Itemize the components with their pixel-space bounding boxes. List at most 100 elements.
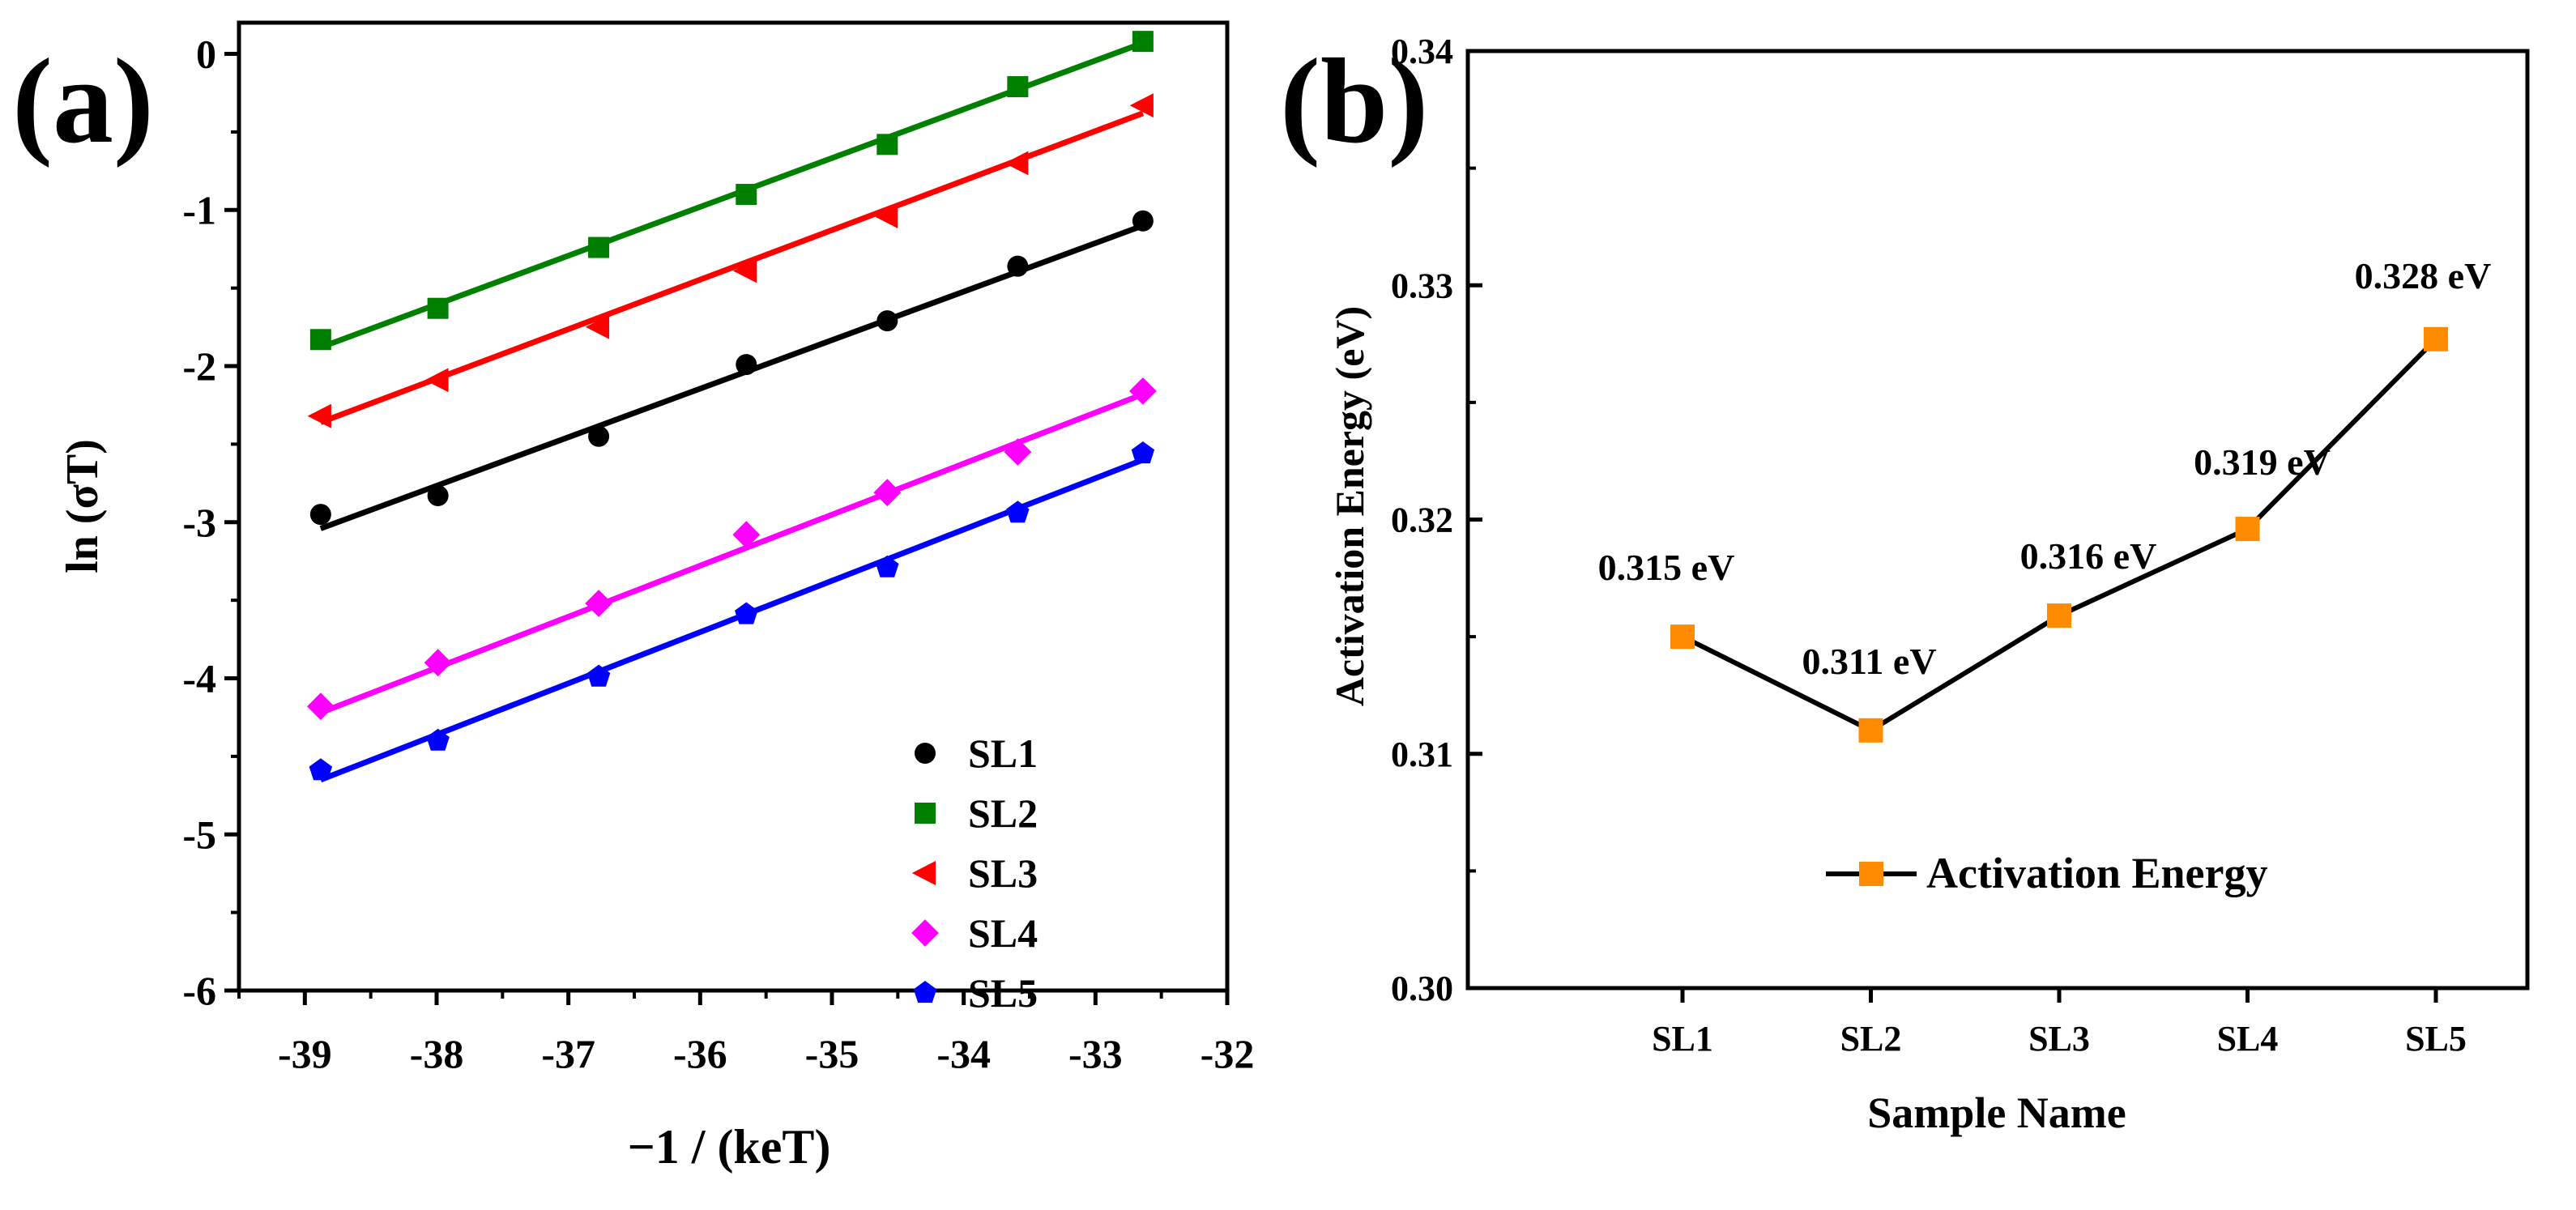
data-point-sl2 [309,329,331,351]
data-point-sl2 [1007,76,1029,98]
panel-b-legend: Activation Energy [1826,849,2267,897]
y-tick-label: -4 [182,656,216,701]
data-point-sl5 [876,555,899,577]
data-point-sl1 [876,310,898,332]
legend-label-sl1: SL1 [968,731,1038,776]
panel-b-y-axis-title: Activation Energy (eV) [1327,306,1372,706]
fit-line-sl1 [319,223,1145,531]
data-label-sl4: 0.319 eV [2194,441,2331,483]
data-point-sl1 [1132,210,1154,232]
activation-energy-point [2235,517,2260,542]
data-point-sl5 [586,664,611,687]
fit-line-sl5 [319,457,1145,783]
fit-line-sl2 [319,40,1145,351]
y-tick-label: 0.32 [1391,501,1453,540]
x-tick-label-sl4: SL4 [2217,1019,2279,1059]
data-point-sl3 [874,204,898,228]
legend-marker-sl4 [911,919,939,947]
data-point-sl1 [427,485,449,507]
legend-label: Activation Energy [1926,849,2267,897]
panel-b-series: 0.315 eV 0.311 eV 0.316 eV 0.319 eV 0.328 eV [1598,255,2492,743]
x-tick-label-sl1: SL1 [1652,1019,1713,1059]
data-point-sl1 [1007,255,1029,277]
data-point-sl2 [1132,31,1154,53]
legend-label-sl3: SL3 [968,850,1038,896]
data-label-sl2: 0.311 eV [1802,641,1936,682]
data-point-sl4 [585,590,612,617]
data-point-sl2 [876,134,898,156]
legend-marker-sl2 [915,803,936,824]
data-label-sl5: 0.328 eV [2355,255,2492,296]
data-point-sl4 [732,521,761,549]
legend-label-sl4: SL4 [968,910,1038,956]
data-point-sl4 [424,649,452,677]
data-point-sl5 [1131,441,1155,464]
x-tick-label-sl5: SL5 [2405,1019,2467,1059]
x-tick-label-sl2: SL2 [1840,1019,1902,1059]
legend-marker [1859,862,1883,886]
panel-a-data-points [307,31,1157,781]
y-tick-label: -1 [182,187,216,232]
data-point-sl3 [307,403,331,428]
panel-a-y-axis-title: ln (σT) [58,439,108,573]
data-point-sl1 [736,354,757,376]
data-point-sl1 [588,425,610,447]
data-point-sl4 [873,479,902,507]
panel-a-fit-lines [319,40,1145,783]
data-point-sl5 [426,728,450,751]
panel-b-plot-frame [1465,49,2530,991]
legend-label-sl2: SL2 [968,790,1038,836]
data-label-sl1: 0.315 eV [1598,547,1735,588]
x-tick-label: -39 [278,1031,332,1076]
panel-a: (a) -39 -38 -37 -36 -35 -34 -33 -320-1-2-3-4-5-… [12,20,1254,1174]
legend-marker-sl1 [915,743,936,764]
data-point-sl4 [307,692,335,721]
data-point-sl3 [1004,151,1029,176]
panel-a-label: (a) [12,34,154,168]
legend-label-sl5: SL5 [968,970,1038,1016]
data-point-sl4 [1129,377,1157,405]
legend-marker-sl5 [913,981,937,1003]
y-tick-label: 0.30 [1391,969,1453,1008]
activation-energy-point [2047,603,2071,628]
x-tick-label: -32 [1201,1031,1255,1076]
x-tick-label-sl3: SL3 [2028,1019,2090,1059]
fit-line-sl3 [319,110,1145,425]
x-tick-label: -37 [541,1031,595,1076]
x-tick-label: -35 [805,1031,859,1076]
y-tick-label: 0 [196,32,216,77]
x-tick-label: -38 [410,1031,464,1076]
data-point-sl3 [1129,93,1154,118]
panel-b-label: (b) [1280,34,1428,168]
x-tick-label: -33 [1068,1031,1123,1076]
data-label-sl3: 0.316 eV [2020,535,2157,577]
y-tick-label: 0.34 [1391,32,1453,71]
x-tick-label: -34 [936,1031,991,1076]
activation-energy-point [1670,624,1695,650]
data-point-sl1 [309,504,331,526]
activation-energy-point [1858,718,1883,743]
y-tick-label: 0.31 [1391,735,1453,774]
data-point-sl3 [424,368,449,393]
legend-marker-sl3 [911,861,936,885]
activation-energy-point [2424,326,2448,351]
panel-a-ticks: -39 -38 -37 -36 -35 -34 -33 -32 0 -1 -2 -3 -4 -5 -6 [182,32,1254,1076]
data-point-sl4 [1004,438,1032,466]
panel-a-legend: SL1 SL2 SL3 SL4 SL5 [911,731,1038,1016]
data-point-sl2 [736,184,757,206]
panel-a-x-axis-title: −1 / (keT) [628,1120,831,1174]
panel-a-plot-frame [237,20,1230,993]
y-tick-label: -3 [182,500,216,545]
data-point-sl3 [585,314,610,339]
data-point-sl5 [309,758,333,781]
y-tick-label: -5 [182,812,216,857]
y-tick-label: -2 [182,343,216,389]
y-tick-label: 0.33 [1391,266,1453,305]
data-point-sl5 [1006,501,1030,523]
data-point-sl5 [735,602,758,624]
y-tick-label: -6 [182,968,216,1013]
panel-b-x-axis-title: Sample Name [1867,1089,2126,1137]
fit-line-sl4 [319,391,1145,716]
